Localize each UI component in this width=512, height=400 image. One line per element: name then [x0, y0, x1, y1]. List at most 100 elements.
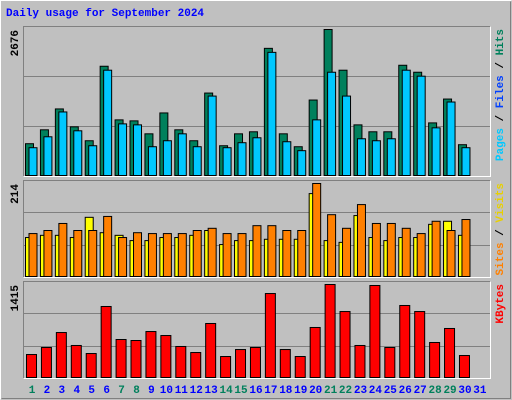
x-tick-label: 27	[414, 385, 427, 397]
legend-separator: /	[495, 108, 507, 128]
legend-entry: Hits	[495, 29, 507, 55]
bar	[339, 311, 351, 378]
x-tick-label: 22	[339, 385, 352, 397]
bar	[458, 355, 470, 378]
bar	[237, 142, 247, 176]
panel-border-light	[23, 180, 491, 278]
bar	[175, 345, 187, 379]
bar	[416, 75, 426, 176]
bar	[100, 305, 112, 378]
bar	[235, 349, 247, 378]
bar	[342, 95, 352, 176]
bar	[354, 344, 366, 378]
bar	[356, 138, 366, 177]
bar	[88, 230, 98, 277]
x-tick-label: 28	[429, 385, 443, 397]
bar	[384, 346, 396, 379]
bar	[147, 146, 157, 176]
x-tick-label: 1	[29, 385, 36, 397]
bar	[312, 119, 322, 176]
y-max-label: 1415	[10, 285, 22, 312]
x-tick-label: 20	[309, 385, 322, 397]
bar	[190, 352, 202, 379]
bar	[431, 220, 441, 277]
bar	[294, 356, 306, 379]
bar	[55, 332, 67, 379]
bar	[145, 331, 157, 378]
x-tick-label: 21	[324, 385, 338, 397]
x-tick-label: 2	[44, 385, 51, 397]
bar	[282, 141, 292, 177]
x-tick-label: 17	[264, 385, 277, 397]
bar	[399, 304, 411, 378]
bar	[177, 233, 187, 277]
bar	[416, 233, 426, 277]
x-tick-label: 16	[249, 385, 262, 397]
bar	[324, 284, 336, 378]
legend-entry: Sites	[495, 242, 507, 275]
legend-entry: Visits	[495, 183, 507, 223]
bar	[118, 123, 128, 177]
x-tick-label: 26	[399, 385, 412, 397]
x-tick-label: 19	[294, 385, 307, 397]
bar	[58, 222, 68, 278]
x-tick-label: 15	[234, 385, 248, 397]
bar	[386, 138, 396, 177]
bar	[192, 146, 202, 176]
bar	[103, 215, 113, 277]
bar	[446, 101, 456, 176]
bar	[342, 227, 352, 278]
bar	[267, 225, 277, 278]
bar	[133, 124, 143, 176]
y-max-label: 214	[10, 184, 22, 204]
bar	[192, 230, 202, 277]
x-tick-label: 9	[148, 385, 155, 397]
bar	[162, 233, 172, 277]
bar	[267, 51, 277, 176]
bar	[446, 230, 456, 277]
x-tick-label: 3	[59, 385, 66, 397]
panel-border-dark	[23, 180, 491, 278]
bar	[282, 230, 292, 277]
bar	[414, 311, 426, 378]
bar	[429, 341, 441, 379]
bar	[43, 230, 53, 277]
bar	[297, 230, 307, 277]
bar	[115, 339, 127, 378]
panel-border-light	[23, 281, 491, 379]
bar	[220, 356, 232, 379]
x-tick-label: 4	[73, 385, 80, 397]
panel-border-dark	[23, 26, 491, 177]
bar	[386, 222, 396, 278]
bar	[207, 227, 217, 278]
bar	[133, 232, 143, 277]
bar	[461, 147, 471, 176]
bar	[264, 293, 276, 379]
x-tick-label: 12	[190, 385, 203, 397]
legend-entry: KBytes	[495, 284, 507, 324]
legend: KBytes	[495, 284, 507, 324]
legend-separator: /	[495, 223, 507, 243]
x-tick-label: 7	[118, 385, 125, 397]
x-tick-label: 31	[473, 385, 487, 397]
bar	[431, 127, 441, 176]
bar	[103, 69, 113, 176]
x-tick-label: 25	[384, 385, 398, 397]
bar	[160, 335, 172, 378]
bar	[177, 133, 187, 176]
bar	[28, 147, 38, 176]
legend-separator: /	[495, 55, 507, 75]
legend: Sites / Visits	[495, 183, 507, 275]
bar	[297, 150, 307, 176]
x-tick-label: 29	[443, 385, 456, 397]
bar	[222, 147, 232, 176]
bar	[85, 353, 97, 379]
bar	[26, 354, 37, 378]
bar	[205, 322, 217, 379]
bar	[249, 346, 261, 379]
bar	[207, 95, 217, 176]
